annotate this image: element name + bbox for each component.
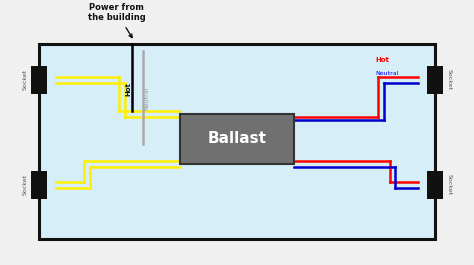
Text: Socket: Socket bbox=[447, 69, 451, 90]
Bar bbox=[181, 114, 293, 164]
Text: Hot: Hot bbox=[375, 57, 389, 63]
Text: Hot: Hot bbox=[125, 82, 131, 96]
Text: Socket: Socket bbox=[23, 174, 27, 195]
Text: Neutral: Neutral bbox=[144, 87, 149, 110]
Text: Power from
the building: Power from the building bbox=[88, 3, 146, 38]
Text: Ballast: Ballast bbox=[208, 131, 266, 146]
Text: Neutral: Neutral bbox=[375, 71, 399, 76]
Bar bbox=[31, 66, 47, 94]
Text: Socket: Socket bbox=[447, 174, 451, 195]
Bar bbox=[427, 66, 443, 94]
Bar bbox=[39, 44, 435, 238]
Text: Socket: Socket bbox=[23, 69, 27, 90]
Bar bbox=[427, 171, 443, 199]
Bar bbox=[31, 171, 47, 199]
